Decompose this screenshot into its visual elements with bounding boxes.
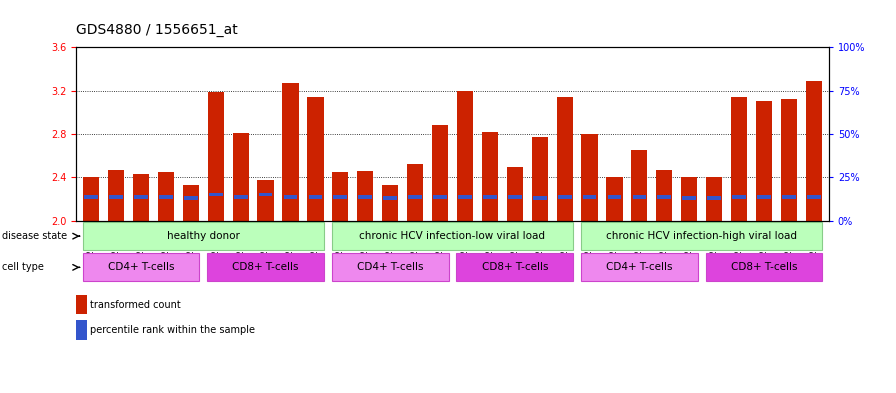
Bar bbox=[257, 180, 273, 220]
Bar bbox=[133, 174, 149, 220]
Bar bbox=[732, 195, 746, 198]
Bar bbox=[780, 99, 797, 220]
Bar bbox=[333, 195, 348, 199]
Text: transformed count: transformed count bbox=[90, 299, 180, 310]
Text: disease state: disease state bbox=[2, 231, 67, 241]
Text: cell type: cell type bbox=[2, 263, 44, 272]
FancyBboxPatch shape bbox=[207, 253, 324, 281]
Bar bbox=[707, 196, 721, 200]
Bar bbox=[358, 195, 372, 199]
FancyBboxPatch shape bbox=[332, 253, 449, 281]
Bar bbox=[284, 195, 297, 198]
Bar bbox=[208, 92, 224, 220]
Bar bbox=[158, 172, 174, 220]
Text: CD8+ T-cells: CD8+ T-cells bbox=[731, 262, 797, 272]
Bar bbox=[332, 172, 349, 220]
FancyBboxPatch shape bbox=[82, 222, 324, 250]
Bar bbox=[432, 125, 448, 220]
Bar bbox=[184, 196, 198, 200]
Bar bbox=[508, 195, 521, 199]
Text: healthy donor: healthy donor bbox=[167, 231, 240, 241]
Bar bbox=[83, 177, 99, 220]
Bar bbox=[807, 195, 821, 198]
FancyBboxPatch shape bbox=[332, 222, 573, 250]
Bar bbox=[282, 83, 298, 220]
Bar bbox=[582, 134, 598, 220]
Bar bbox=[482, 132, 498, 220]
Bar bbox=[183, 185, 199, 220]
Bar bbox=[358, 171, 374, 220]
Bar bbox=[457, 90, 473, 220]
FancyBboxPatch shape bbox=[581, 253, 698, 281]
Bar bbox=[731, 97, 747, 220]
Text: CD8+ T-cells: CD8+ T-cells bbox=[232, 262, 299, 272]
FancyBboxPatch shape bbox=[82, 253, 200, 281]
Bar bbox=[531, 137, 547, 220]
Bar bbox=[409, 195, 422, 198]
Text: CD4+ T-cells: CD4+ T-cells bbox=[357, 262, 424, 272]
Bar bbox=[756, 101, 772, 220]
Bar bbox=[683, 196, 696, 200]
Bar bbox=[84, 195, 98, 199]
Bar bbox=[533, 196, 547, 200]
Text: GDS4880 / 1556651_at: GDS4880 / 1556651_at bbox=[76, 23, 238, 37]
Bar bbox=[259, 193, 272, 196]
Bar bbox=[233, 133, 249, 220]
Bar bbox=[782, 195, 796, 198]
Bar bbox=[656, 170, 672, 220]
Bar bbox=[632, 150, 648, 220]
Bar bbox=[383, 196, 397, 200]
Bar bbox=[806, 81, 822, 220]
Bar bbox=[308, 195, 323, 198]
Bar bbox=[681, 177, 697, 220]
Text: chronic HCV infection-low viral load: chronic HCV infection-low viral load bbox=[359, 231, 546, 241]
Bar bbox=[607, 177, 623, 220]
Text: percentile rank within the sample: percentile rank within the sample bbox=[90, 325, 254, 335]
Bar bbox=[407, 164, 423, 220]
Bar bbox=[433, 195, 447, 198]
Text: CD4+ T-cells: CD4+ T-cells bbox=[606, 262, 673, 272]
Bar bbox=[706, 177, 722, 220]
Bar bbox=[108, 170, 125, 220]
Bar bbox=[556, 97, 573, 220]
Text: CD4+ T-cells: CD4+ T-cells bbox=[108, 262, 174, 272]
Bar bbox=[506, 167, 523, 220]
Bar bbox=[757, 195, 771, 198]
FancyBboxPatch shape bbox=[456, 253, 573, 281]
FancyBboxPatch shape bbox=[581, 222, 823, 250]
Bar bbox=[633, 195, 646, 199]
Bar bbox=[134, 195, 148, 199]
Bar bbox=[307, 97, 323, 220]
Bar bbox=[109, 195, 123, 199]
Bar bbox=[234, 195, 247, 198]
Bar bbox=[607, 195, 621, 199]
Bar bbox=[159, 195, 173, 199]
Text: CD8+ T-cells: CD8+ T-cells bbox=[481, 262, 548, 272]
Text: chronic HCV infection-high viral load: chronic HCV infection-high viral load bbox=[607, 231, 797, 241]
Bar bbox=[557, 195, 572, 198]
Bar bbox=[209, 193, 222, 196]
Bar bbox=[582, 195, 597, 198]
Bar bbox=[483, 195, 496, 198]
Bar bbox=[658, 195, 671, 199]
Bar bbox=[458, 195, 472, 198]
FancyBboxPatch shape bbox=[705, 253, 823, 281]
Bar bbox=[382, 185, 399, 220]
